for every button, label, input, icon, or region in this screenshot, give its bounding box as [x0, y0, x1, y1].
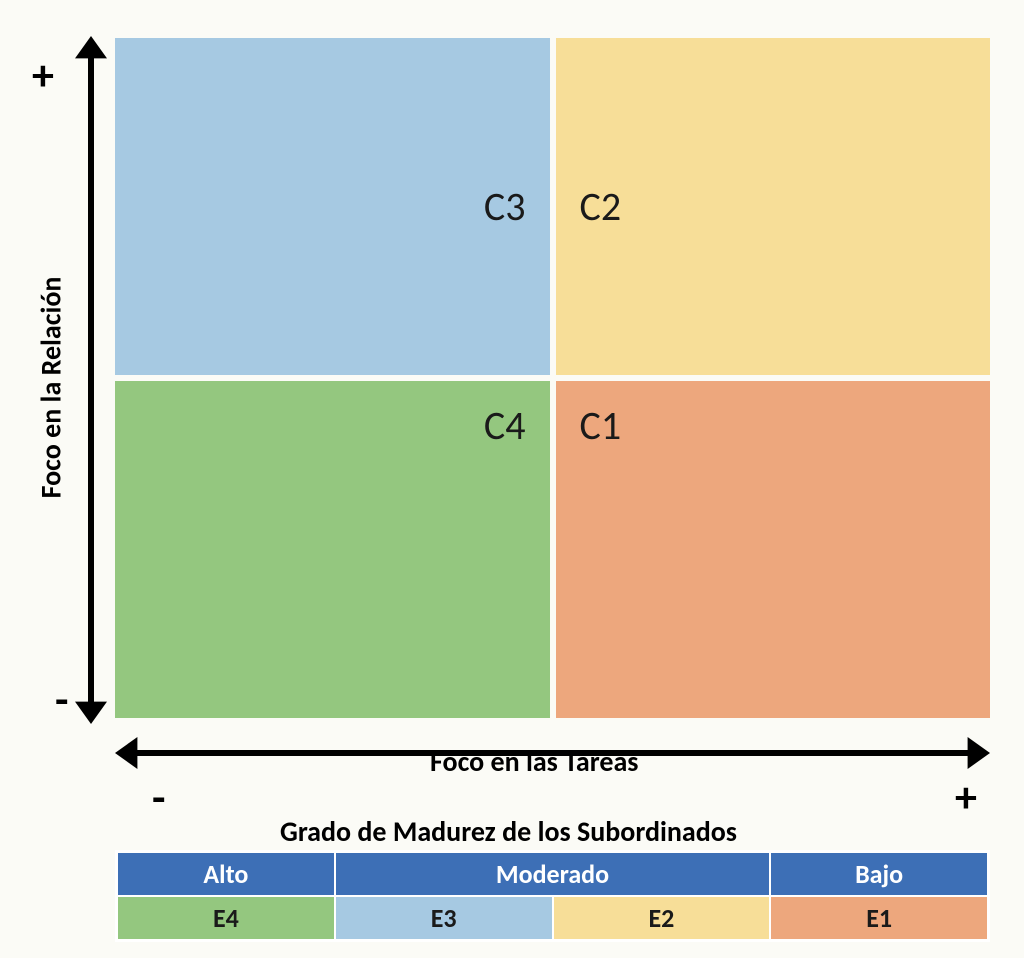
quadrant-c4: C4: [115, 381, 550, 718]
maturity-value-cell: E2: [553, 896, 771, 940]
y-axis-minus: -: [55, 672, 68, 726]
x-axis-minus: -: [152, 770, 165, 824]
quadrant-matrix: C3 C2 C4 C1: [115, 38, 990, 718]
quadrant-c1: C1: [556, 381, 991, 718]
x-axis-label: Foco en las Tareas: [430, 744, 638, 779]
maturity-title: Grado de Madurez de los Subordinados: [280, 814, 737, 849]
quadrant-c4-label: C4: [484, 401, 526, 450]
y-axis-plus: +: [32, 48, 54, 102]
maturity-value-cell: E3: [335, 896, 553, 940]
situational-leadership-diagram: + - Foco en la Relación C3 C2 C4 C1 - + …: [0, 0, 1024, 958]
y-axis-arrow: [72, 36, 110, 724]
quadrant-c2: C2: [556, 38, 991, 375]
maturity-value-cell: E1: [770, 896, 988, 940]
maturity-value-cell: E4: [117, 896, 335, 940]
quadrant-c3: C3: [115, 38, 550, 375]
quadrant-c2-label: C2: [580, 182, 622, 231]
maturity-header-cell: Bajo: [770, 852, 988, 896]
y-axis-label: Foco en la Relación: [33, 277, 68, 499]
maturity-header-cell: Moderado: [335, 852, 771, 896]
quadrant-c3-label: C3: [484, 182, 526, 231]
quadrant-c1-label: C1: [580, 401, 622, 450]
maturity-table: AltoModeradoBajo E4E3E2E1: [115, 850, 990, 942]
x-axis-plus: +: [955, 770, 977, 824]
maturity-header-cell: Alto: [117, 852, 335, 896]
